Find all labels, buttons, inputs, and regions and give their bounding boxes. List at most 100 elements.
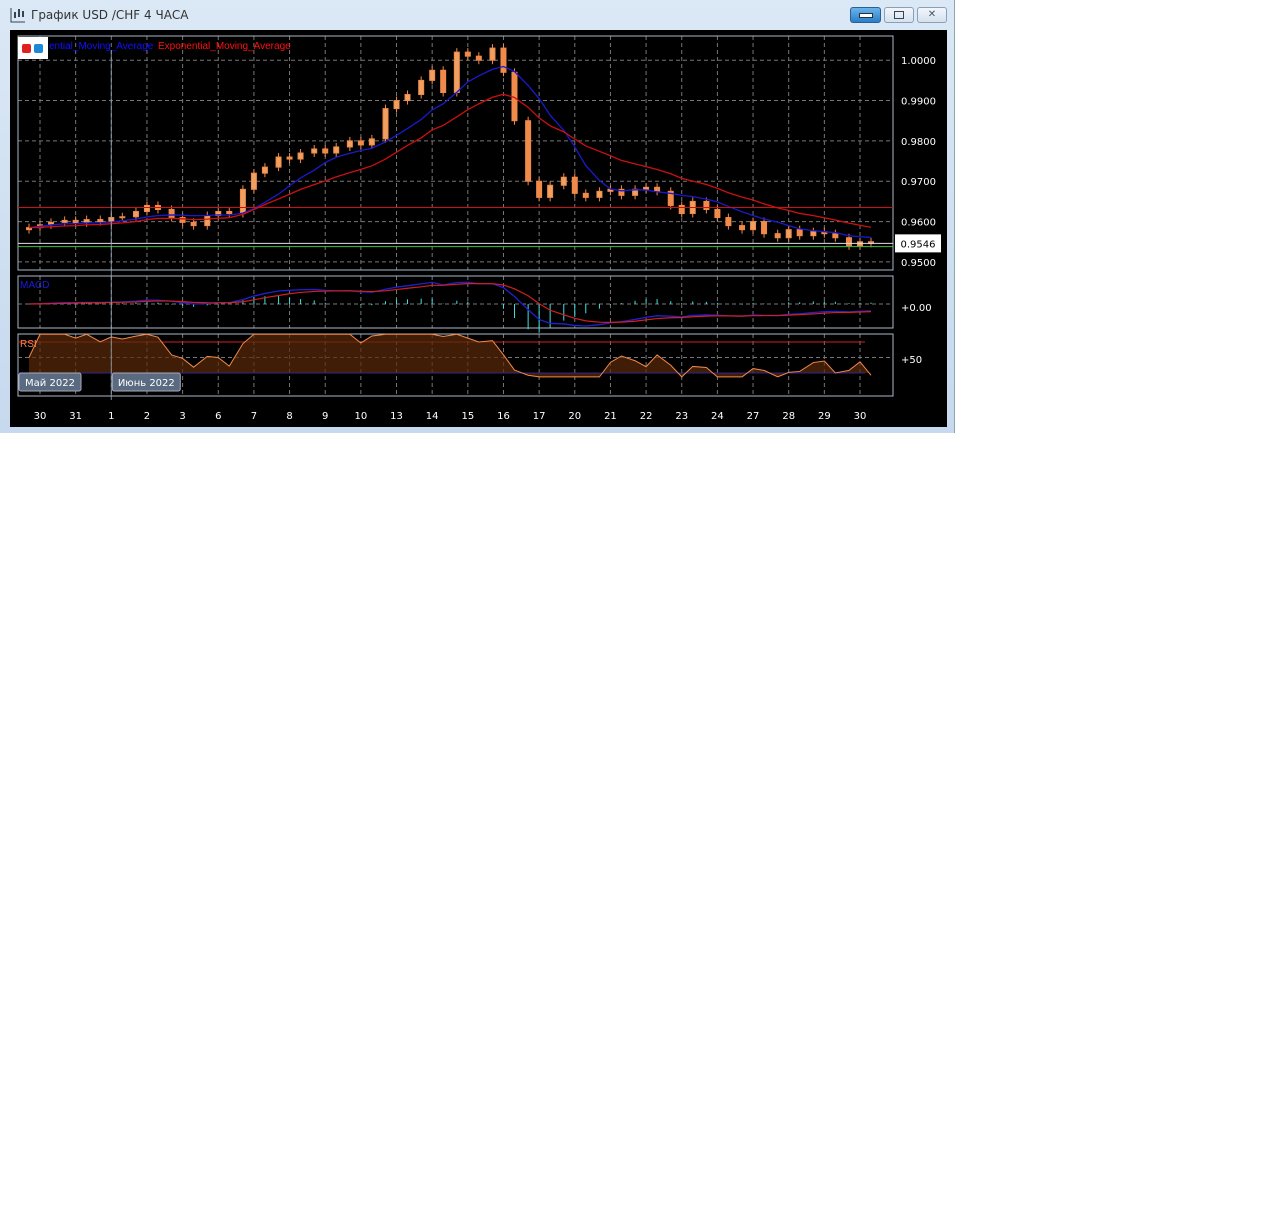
candle (582, 192, 589, 198)
candle (618, 188, 625, 196)
x-tick-label: 9 (322, 411, 328, 422)
x-tick-label: 23 (675, 411, 688, 422)
candle (525, 120, 532, 182)
blue-square-icon (34, 44, 43, 53)
candle (810, 231, 817, 237)
candle (678, 204, 685, 215)
x-tick-label: 21 (604, 411, 617, 422)
candle (119, 216, 126, 219)
candle (204, 215, 211, 227)
restore-button[interactable] (884, 7, 914, 23)
macd-label: MACD (20, 280, 49, 291)
candle (654, 186, 661, 192)
candle (440, 69, 447, 93)
x-tick-label: 20 (568, 411, 581, 422)
x-tick-label: 3 (179, 411, 185, 422)
x-tick-label: 7 (251, 411, 257, 422)
x-tick-label: 29 (818, 411, 831, 422)
x-tick-label: 16 (497, 411, 510, 422)
candle (453, 51, 460, 93)
candle (346, 140, 353, 148)
chart-icon (10, 8, 25, 23)
ema-line (28, 93, 872, 229)
candle (571, 176, 578, 194)
candle (322, 148, 329, 154)
y-tick-label: 0.9900 (901, 97, 936, 108)
candle (215, 211, 222, 217)
candle (275, 156, 282, 168)
red-square-icon (22, 44, 31, 53)
x-tick-label: 30 (34, 411, 47, 422)
title-bar[interactable]: График USD /CHF 4 ЧАСА ✕ (0, 0, 955, 30)
rsi-line (28, 333, 872, 378)
y-tick-label: 1.0000 (901, 56, 936, 67)
y-tick-label: 0.9700 (901, 177, 936, 188)
candle (560, 176, 567, 186)
candle (500, 47, 507, 73)
candle (132, 211, 139, 218)
close-button[interactable]: ✕ (917, 7, 947, 23)
month-badge (111, 372, 181, 392)
rsi-area (29, 334, 871, 377)
macd-tick: +0.00 (901, 303, 932, 314)
x-tick-label: 14 (426, 411, 439, 422)
x-tick-label: 15 (461, 411, 474, 422)
candle (97, 219, 104, 223)
candle (357, 140, 364, 146)
candle (179, 217, 186, 223)
candle (547, 184, 554, 198)
candle (61, 219, 68, 223)
candle (739, 225, 746, 231)
chart-window: График USD /CHF 4 ЧАСА ✕ ential_Moving_A… (0, 0, 955, 433)
close-icon: ✕ (927, 9, 937, 20)
candle (418, 79, 425, 95)
x-tick-label: 6 (215, 411, 221, 422)
candle (429, 69, 436, 81)
x-tick-label: 1 (108, 411, 114, 422)
macd-signal-line (28, 283, 872, 323)
candle (297, 152, 304, 160)
candle (750, 221, 757, 231)
x-tick-label: 10 (355, 411, 368, 422)
candle (725, 217, 732, 227)
candle (190, 221, 197, 227)
rsi-label: RSI (20, 339, 37, 350)
x-tick-label: 31 (69, 411, 82, 422)
x-tick-label: 28 (782, 411, 795, 422)
candle (832, 233, 839, 239)
month-label: Июнь 2022 (118, 378, 175, 389)
candle (382, 108, 389, 140)
candle (311, 148, 318, 154)
candle (703, 200, 710, 210)
current-price-label: 0.9546 (901, 239, 936, 250)
candle (72, 219, 79, 224)
candle (796, 229, 803, 237)
candle (239, 188, 246, 215)
candle (714, 208, 721, 219)
legend-ema: Exponential_Moving_Average (158, 41, 291, 52)
rsi-tick: +50 (901, 355, 922, 366)
x-tick-label: 2 (144, 411, 150, 422)
candle (333, 146, 340, 154)
x-tick-label: 27 (747, 411, 760, 422)
x-tick-label: 17 (533, 411, 546, 422)
x-tick-label: 22 (640, 411, 653, 422)
restore-icon (894, 11, 904, 19)
x-tick-label: 24 (711, 411, 724, 422)
minimize-button[interactable] (850, 7, 881, 23)
candle (250, 172, 257, 190)
chart-canvas[interactable]: ential_Moving_Average Exponential_Moving… (10, 30, 947, 427)
candle (475, 55, 482, 61)
candle (286, 156, 293, 160)
minimize-icon (858, 13, 873, 18)
x-tick-label: 8 (286, 411, 292, 422)
month-label: Май 2022 (25, 378, 75, 389)
candle (785, 229, 792, 239)
legend: ential_Moving_Average Exponential_Moving… (18, 37, 291, 59)
macd-panel (17, 275, 894, 329)
candle (846, 237, 852, 247)
candle (489, 47, 496, 61)
y-tick-label: 0.9800 (901, 137, 936, 148)
candle (368, 138, 375, 146)
candle (761, 221, 768, 235)
